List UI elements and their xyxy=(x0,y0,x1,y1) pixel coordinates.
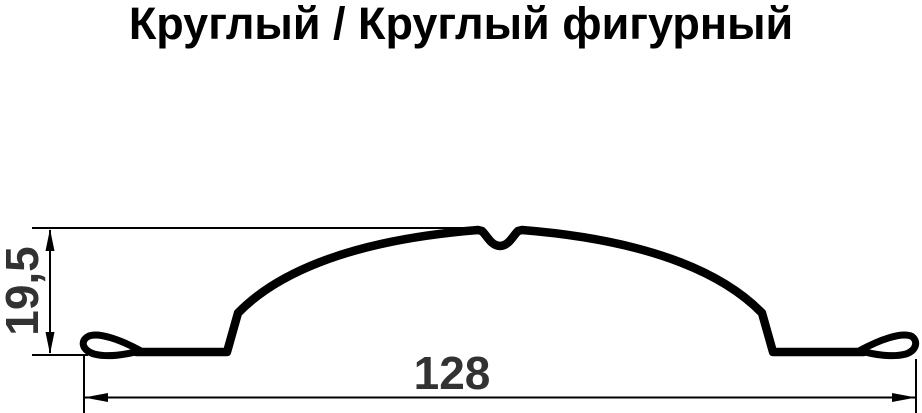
arrow-left-icon xyxy=(84,393,108,402)
page-title: Круглый / Круглый фигурный xyxy=(128,0,794,49)
profile-outline xyxy=(131,225,869,357)
right-hem-curl xyxy=(856,331,920,360)
dimension-arrows-group xyxy=(45,229,916,402)
width-dimension-label: 128 xyxy=(414,347,491,399)
arrow-down-icon xyxy=(45,332,55,354)
left-hem-curl xyxy=(79,331,144,360)
height-dimension-label: 19,5 xyxy=(0,246,48,336)
arrow-right-icon xyxy=(892,393,916,402)
arrow-up-icon xyxy=(45,229,55,251)
